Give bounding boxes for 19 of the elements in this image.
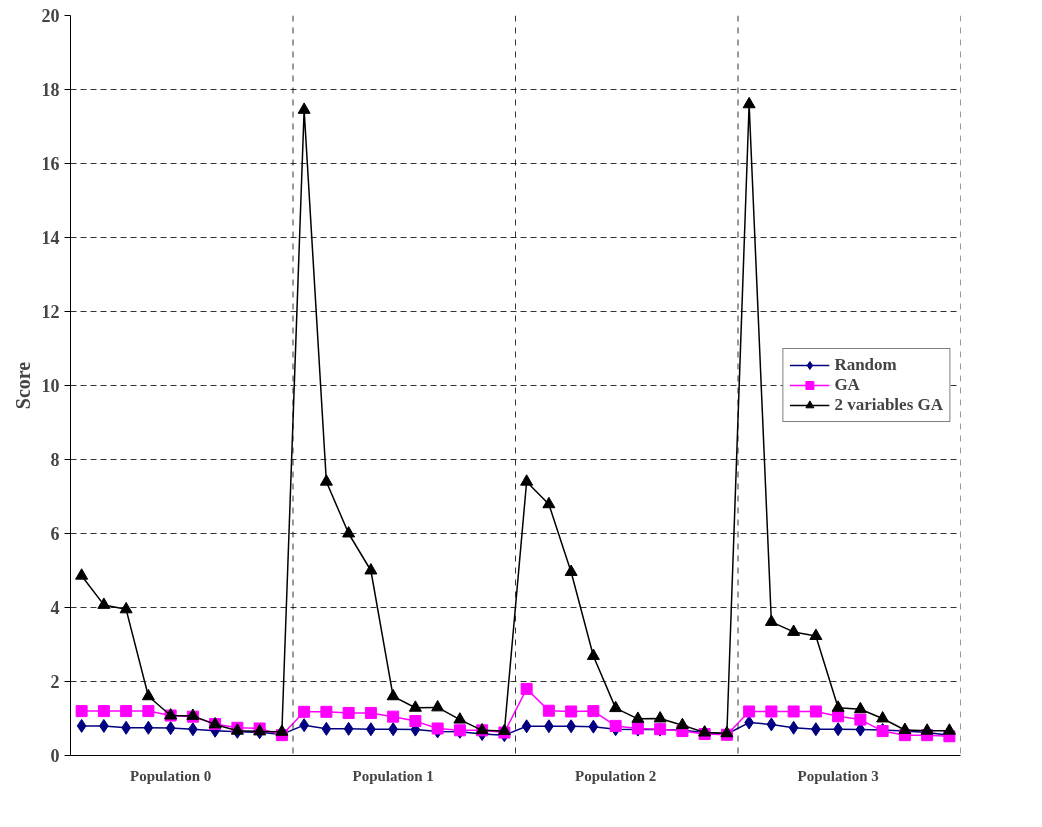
y-tick-label: 18: [41, 80, 60, 100]
y-tick-label: 12: [41, 302, 60, 322]
y-axis-title: Score: [11, 361, 34, 410]
y-tick-label: 2: [50, 672, 60, 692]
x-tick-label: Population 0: [129, 767, 212, 784]
y-tick-label: 0: [50, 746, 60, 766]
y-tick-label: 4: [50, 598, 60, 618]
y-tick-label: 10: [41, 376, 60, 396]
y-tick-label: 6: [50, 524, 60, 544]
y-tick-label: 8: [50, 450, 60, 470]
x-tick-label: Population 1: [352, 767, 434, 784]
x-tick-label: Population 3: [797, 767, 879, 784]
y-tick-label: 16: [41, 154, 60, 174]
legend-label: 2 variables GA: [834, 395, 943, 415]
y-tick-label: 14: [41, 228, 60, 248]
legend-label: Random: [834, 355, 897, 375]
legend-label: GA: [834, 375, 860, 395]
x-tick-label: Population 2: [574, 767, 657, 784]
y-tick-label: 20: [41, 6, 60, 26]
